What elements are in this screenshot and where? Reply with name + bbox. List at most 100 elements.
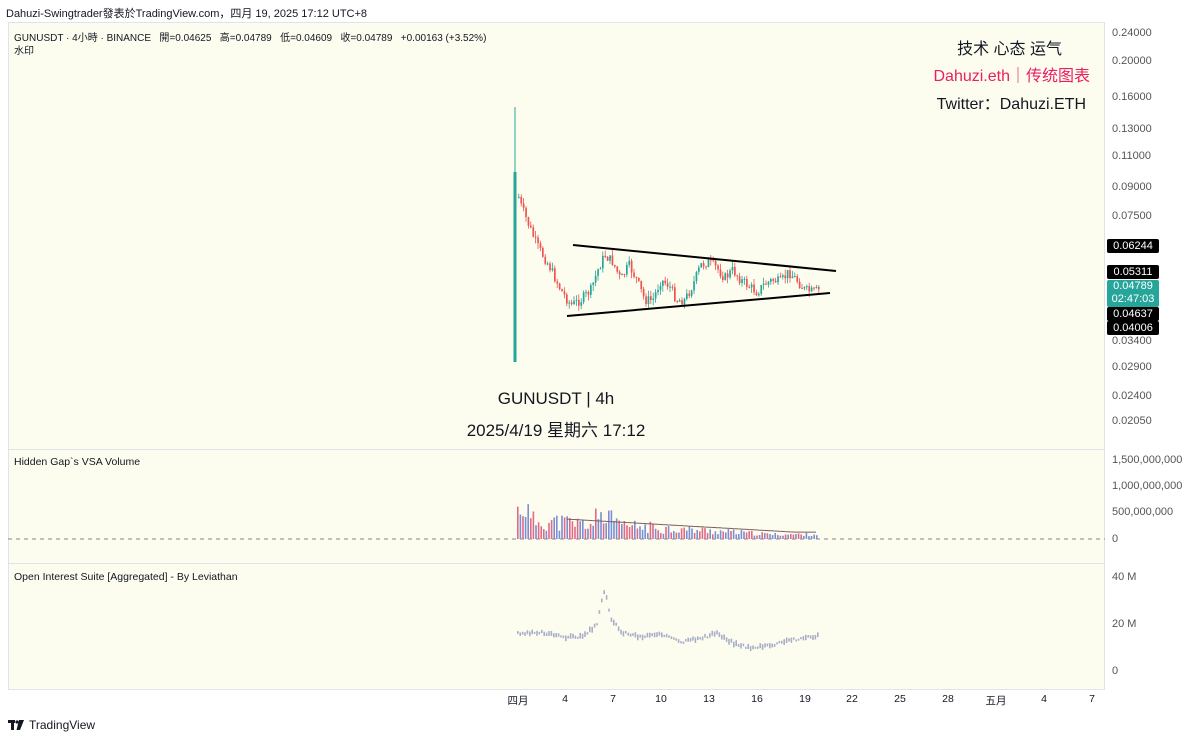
candle-body	[702, 263, 705, 267]
pane-separator-1[interactable]	[8, 449, 1105, 450]
price-label: 0.03400	[1112, 335, 1152, 347]
oi-bar	[627, 632, 629, 636]
candle-body	[738, 276, 741, 284]
candle-body	[592, 282, 595, 286]
price-tag-mid: 0.05311	[1107, 265, 1159, 279]
volume-bar	[764, 533, 766, 539]
oi-bar	[658, 631, 661, 636]
volume-bar	[792, 534, 795, 539]
price-label: 0.02400	[1112, 390, 1152, 402]
candle-body	[722, 276, 724, 280]
oi-bar	[653, 632, 656, 638]
triangle-upper-line[interactable]	[572, 244, 837, 272]
candle-body	[602, 255, 604, 269]
candle-body	[561, 289, 563, 292]
volume-bar	[641, 529, 644, 539]
oi-bar	[706, 636, 709, 639]
pane-separator-2[interactable]	[8, 563, 1105, 564]
oi-bar	[637, 634, 639, 641]
oi-bar	[793, 637, 795, 640]
volume-bar	[678, 532, 680, 539]
volume-bar	[569, 518, 571, 539]
price-scale[interactable]: 0.24000 0.20000 0.16000 0.13000 0.11000 …	[1105, 22, 1200, 690]
volume-bar	[556, 515, 558, 539]
candle-body	[746, 278, 748, 287]
candle-body	[808, 286, 811, 292]
oi-bar	[776, 642, 778, 645]
candle-body	[676, 301, 679, 303]
volume-bar	[519, 514, 522, 539]
candle-body	[609, 255, 611, 261]
volume-bar	[699, 531, 701, 539]
volume-bar	[589, 523, 592, 539]
candle-body	[765, 283, 767, 285]
volume-bar	[615, 518, 618, 539]
candle-body	[760, 285, 763, 294]
price-label: 0.11000	[1112, 150, 1151, 162]
candle-body	[683, 298, 686, 305]
volume-bar	[683, 527, 685, 539]
oi-bar	[565, 635, 567, 642]
oi-bar	[550, 631, 553, 636]
volume-bar	[730, 531, 732, 539]
candle-body	[674, 287, 676, 302]
oi-bar	[745, 646, 747, 649]
candle-body	[556, 281, 559, 284]
oi-bar	[613, 619, 615, 626]
oi-bar	[622, 631, 625, 637]
oi-bar	[742, 643, 745, 647]
oi-bar	[718, 632, 721, 638]
oi-bar	[646, 632, 649, 638]
volume-bar	[595, 508, 597, 539]
candle-body	[575, 299, 578, 301]
candle-body	[549, 263, 551, 271]
candle-body	[597, 269, 599, 276]
volume-bar	[745, 532, 748, 539]
price-label: 0.13000	[1112, 123, 1152, 135]
candle-body	[652, 298, 655, 300]
volume-bar	[563, 517, 566, 539]
time-label: 五月	[985, 695, 1007, 707]
oi-bar	[814, 634, 817, 640]
oi-bar	[596, 623, 598, 626]
volume-bar	[561, 515, 563, 539]
volume-bar	[647, 533, 649, 539]
candle-body	[724, 273, 727, 280]
candle-body	[734, 266, 736, 276]
volume-bar	[618, 520, 620, 539]
candle-body	[794, 276, 796, 278]
low-label: 低=	[280, 33, 296, 44]
volume-bar	[670, 532, 672, 539]
volume-bar	[548, 522, 550, 539]
triangle-lower-line[interactable]	[566, 292, 831, 317]
symbol-line: GUNUSDT · 4小時 · BINANCE	[14, 33, 152, 44]
oi-bar	[603, 590, 605, 595]
oi-bar	[783, 639, 785, 645]
watermark-indicator-label[interactable]: 水印	[14, 46, 34, 57]
oi-bar	[639, 634, 641, 638]
oi-pane-title[interactable]: Open Interest Suite [Aggregated] - By Le…	[14, 571, 238, 583]
candle-body	[604, 255, 607, 257]
volume-bar	[756, 535, 758, 539]
candle-body	[698, 267, 700, 272]
oi-bar	[687, 637, 689, 642]
candle-body	[758, 293, 760, 296]
candle-body	[546, 263, 549, 265]
volume-bar	[766, 533, 769, 539]
oi-bar	[725, 637, 728, 642]
candle-body	[518, 196, 520, 198]
candle-body	[743, 278, 746, 280]
oi-bar	[754, 646, 757, 649]
tradingview-footer[interactable]: TradingView	[8, 718, 95, 732]
tradingview-brand: TradingView	[29, 718, 96, 732]
volume-bar	[696, 529, 698, 539]
volume-bar	[714, 531, 717, 539]
volume-pane-title[interactable]: Hidden Gap`s VSA Volume	[14, 456, 141, 468]
oi-bar	[526, 630, 529, 635]
volume-bar	[582, 519, 584, 539]
chart-area[interactable]	[8, 22, 1105, 690]
time-scale[interactable]: 四月 4 7 10 13 16 19 22 25 28 五月 4 7	[8, 690, 1105, 710]
time-label: 13	[703, 693, 715, 705]
volume-bar	[584, 528, 587, 539]
symbol-legend[interactable]: GUNUSDT · 4小時 · BINANCE 開=0.04625 高=0.04…	[14, 29, 486, 44]
